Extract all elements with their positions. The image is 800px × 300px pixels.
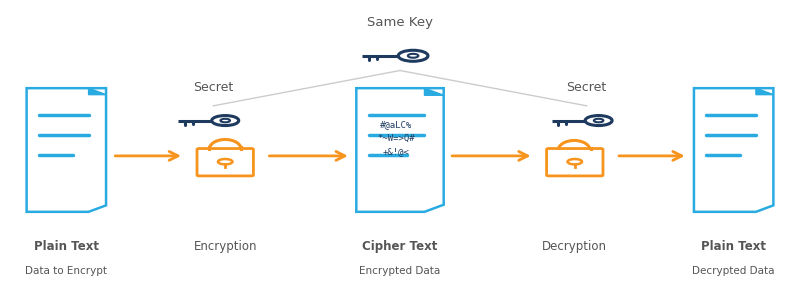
Polygon shape <box>26 88 106 212</box>
Circle shape <box>594 119 603 122</box>
Text: Secret: Secret <box>193 81 234 94</box>
Polygon shape <box>356 88 444 212</box>
Text: Secret: Secret <box>566 81 607 94</box>
FancyBboxPatch shape <box>197 148 254 176</box>
Text: Plain Text: Plain Text <box>701 240 766 253</box>
Circle shape <box>567 159 582 164</box>
Text: #@aLC%
*~W=>Q#
+&!@<: #@aLC% *~W=>Q# +&!@< <box>378 121 415 156</box>
Circle shape <box>408 54 418 58</box>
Text: Cipher Text: Cipher Text <box>362 240 438 253</box>
Text: Encrypted Data: Encrypted Data <box>359 266 441 276</box>
Text: Encryption: Encryption <box>194 240 257 253</box>
FancyBboxPatch shape <box>546 148 603 176</box>
Circle shape <box>218 159 233 164</box>
Polygon shape <box>756 88 774 94</box>
Text: Data to Encrypt: Data to Encrypt <box>26 266 107 276</box>
Text: Decrypted Data: Decrypted Data <box>693 266 775 276</box>
Text: Same Key: Same Key <box>367 16 433 29</box>
Polygon shape <box>425 88 444 95</box>
Text: Plain Text: Plain Text <box>34 240 99 253</box>
Text: Decryption: Decryption <box>542 240 607 253</box>
Circle shape <box>221 119 230 122</box>
Polygon shape <box>89 88 106 94</box>
Polygon shape <box>694 88 774 212</box>
